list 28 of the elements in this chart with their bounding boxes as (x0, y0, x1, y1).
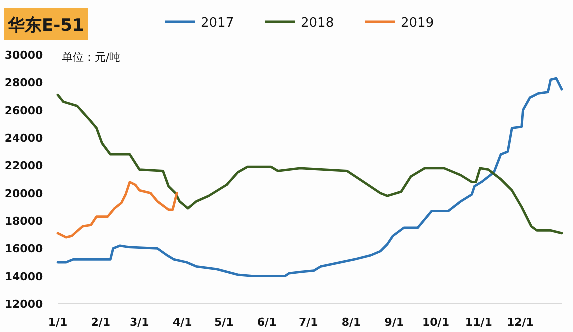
y-tick-label: 18000 (4, 215, 44, 228)
x-tick-label: 8/1 (342, 316, 362, 329)
y-tick-label: 28000 (4, 76, 44, 90)
x-tick-label: 4/1 (172, 316, 192, 329)
y-tick-label: 24000 (4, 132, 44, 145)
x-tick-label: 12/1 (506, 316, 534, 329)
chart-title: 华东E-51 (7, 16, 84, 36)
x-tick-label: 7/1 (298, 316, 318, 329)
x-tick-label: 6/1 (257, 316, 277, 329)
legend-label: 2018 (301, 16, 334, 31)
y-tick-label: 26000 (4, 104, 44, 118)
x-tick-label: 5/1 (214, 316, 234, 329)
y-tick-label: 16000 (4, 242, 44, 256)
legend-label: 2017 (201, 16, 234, 31)
title: 华东E-51 (4, 8, 88, 40)
y-tick-label: 20000 (4, 187, 44, 200)
x-tick-label: 2/1 (91, 316, 111, 329)
legend-label: 2019 (401, 16, 434, 31)
y-tick-label: 12000 (4, 298, 44, 311)
x-tick-label: 10/1 (422, 316, 450, 329)
annotation: 单位：元/吨 (62, 51, 121, 64)
x-tick-label: 11/1 (465, 316, 492, 329)
x-tick-label: 9/1 (384, 316, 404, 329)
x-tick-label: 1/1 (48, 316, 68, 329)
x-tick-label: 3/1 (130, 316, 150, 329)
y-tick-label: 30000 (4, 49, 44, 62)
y-tick-label: 22000 (4, 160, 44, 173)
y-tick-label: 14000 (4, 270, 44, 284)
